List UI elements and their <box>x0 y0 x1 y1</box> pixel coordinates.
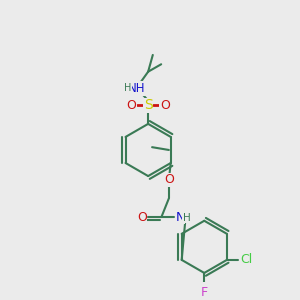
Text: H: H <box>124 83 131 94</box>
Text: Cl: Cl <box>240 254 253 266</box>
Text: O: O <box>160 99 170 112</box>
Text: S: S <box>144 98 152 112</box>
Text: F: F <box>201 286 208 299</box>
Text: O: O <box>126 99 136 112</box>
Text: H: H <box>183 213 190 223</box>
Text: NH: NH <box>128 82 146 95</box>
Text: O: O <box>137 211 147 224</box>
Text: O: O <box>164 173 174 186</box>
Text: N: N <box>176 211 185 224</box>
